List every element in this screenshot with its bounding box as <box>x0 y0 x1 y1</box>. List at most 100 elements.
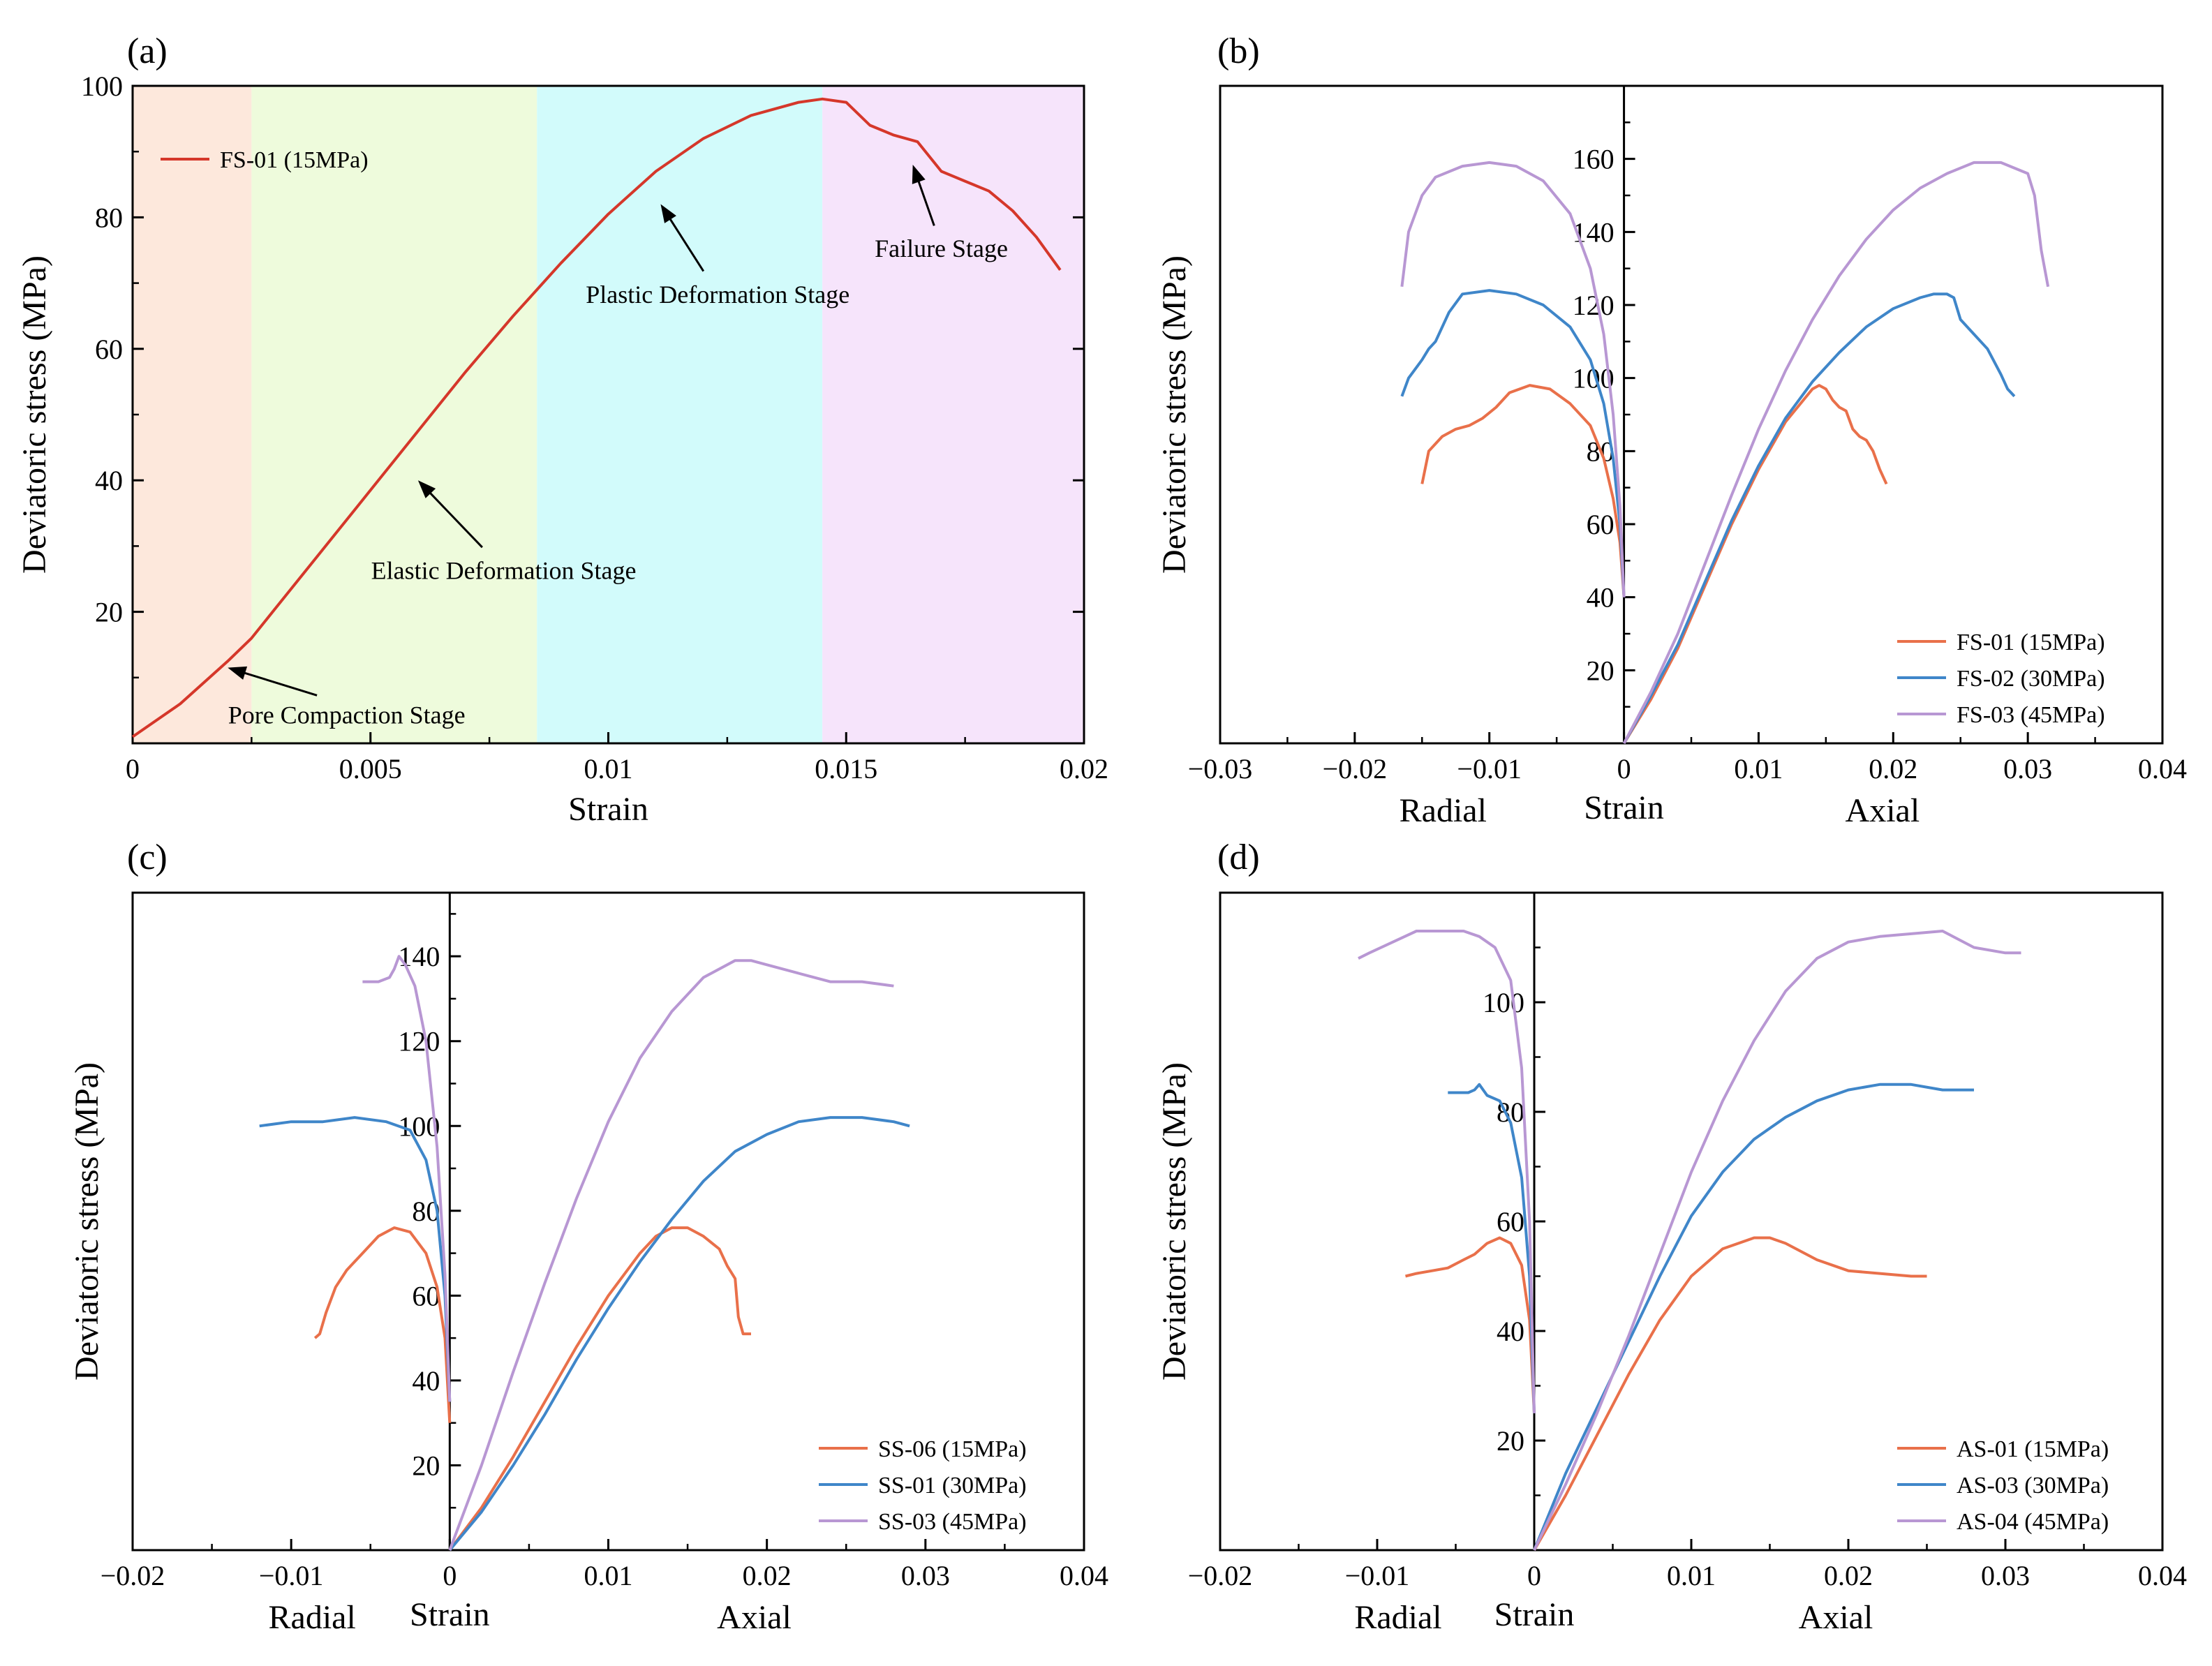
x-tick-label: −0.02 <box>101 1560 165 1591</box>
series-line-axial-2 <box>448 1116 910 1552</box>
series-line-radial-2 <box>1448 1083 1536 1413</box>
panel-label: (c) <box>127 838 168 877</box>
x-axis-title: Strain <box>1494 1596 1575 1633</box>
panel-label: (b) <box>1217 31 1260 71</box>
y-tick-label: 140 <box>398 941 440 972</box>
y-tick-label: 60 <box>1587 509 1615 540</box>
series-line-radial-3 <box>362 955 452 1402</box>
radial-label: Radial <box>1354 1599 1441 1636</box>
y-tick-label: 100 <box>81 70 123 102</box>
y-tick-label: 40 <box>1587 582 1615 613</box>
y-tick-label: 20 <box>1587 655 1615 686</box>
y-tick-label: 120 <box>398 1026 440 1057</box>
panel-d: −0.02 −0.01 0 0.01 0.02 0.03 0.0420406080100AS… <box>1156 838 2187 1636</box>
x-tick-label: 0.03 <box>1981 1560 2030 1591</box>
series-line-axial-1 <box>1622 384 1888 745</box>
x-tick-label: 0.02 <box>743 1560 792 1591</box>
x-tick-label: −0.02 <box>1188 1560 1253 1591</box>
x-tick-label: 0 <box>443 1560 456 1591</box>
x-tick-label: 0.01 <box>1734 753 1783 784</box>
x-tick-label: −0.01 <box>1457 753 1522 784</box>
annotation-label: Plastic Deformation Stage <box>586 281 849 308</box>
x-tick-label: 0.04 <box>2138 1560 2187 1591</box>
annotation-arrowhead <box>228 666 248 680</box>
annotation-label: Elastic Deformation Stage <box>371 557 637 585</box>
legend-label: FS-01 (15MPa) <box>1957 630 2105 655</box>
panel-label: (d) <box>1217 838 1260 877</box>
stage-band-3 <box>537 86 823 743</box>
series-line-radial-3 <box>1400 161 1626 597</box>
y-tick-label: 160 <box>1573 144 1615 175</box>
y-tick-label: 80 <box>95 202 123 233</box>
legend-label: SS-01 (30MPa) <box>878 1473 1027 1498</box>
x-tick-label: −0.01 <box>1345 1560 1410 1591</box>
annotation-arrowhead <box>912 165 926 184</box>
series-line-axial-1 <box>1533 1236 1927 1551</box>
panel-c: −0.02 −0.01 0 0.01 0.02 0.03 0.042040608010012… <box>68 838 1108 1636</box>
x-tick-label: 0.04 <box>2138 753 2187 784</box>
annotation-arrowhead <box>660 204 676 223</box>
x-tick-label: −0.03 <box>1188 753 1253 784</box>
x-tick-label: 0.02 <box>1060 753 1108 784</box>
annotation-label: Failure Stage <box>875 235 1008 262</box>
series-line-axial-3 <box>1622 161 2050 744</box>
x-axis-title: Strain <box>568 791 648 828</box>
series-line-axial-3 <box>448 959 894 1551</box>
y-axis-title: Deviatoric stress (MPa) <box>68 1062 105 1381</box>
annotation-label: Pore Compaction Stage <box>228 701 466 729</box>
series-line-radial-1 <box>1420 384 1626 597</box>
legend-label: SS-03 (45MPa) <box>878 1509 1027 1535</box>
legend-label: FS-01 (15MPa) <box>220 147 369 173</box>
radial-label: Radial <box>1400 792 1487 829</box>
series-line-axial-2 <box>1622 292 2016 744</box>
legend-label: FS-03 (45MPa) <box>1957 702 2105 728</box>
series-line-axial-3 <box>1533 930 2021 1551</box>
x-tick-label: 0.04 <box>1060 1560 1108 1591</box>
annotation-arrow <box>666 214 705 272</box>
panel-b: −0.03 −0.02 −0.01 0 0.01 0.02 0.03 0.0420406080… <box>1156 31 2187 829</box>
annotation-arrow <box>426 489 483 549</box>
y-tick-label: 140 <box>1573 216 1615 248</box>
y-axis-title: Deviatoric stress (MPa) <box>1156 1062 1193 1381</box>
y-tick-label: 100 <box>1483 987 1524 1018</box>
x-tick-label: 0 <box>126 753 140 784</box>
y-tick-label: 40 <box>412 1365 440 1397</box>
series-line-radial-1 <box>1405 1236 1536 1413</box>
stage-band-4 <box>822 86 1084 743</box>
x-tick-label: 0 <box>1617 753 1631 784</box>
x-tick-label: 0.005 <box>339 753 402 784</box>
x-tick-label: 0.02 <box>1824 1560 1873 1591</box>
legend-label: AS-01 (15MPa) <box>1957 1436 2109 1462</box>
y-tick-label: 20 <box>412 1450 440 1481</box>
series-line-radial-3 <box>1358 930 1536 1413</box>
y-tick-label: 40 <box>95 465 123 496</box>
x-tick-label: −0.01 <box>259 1560 324 1591</box>
annotation-arrow <box>239 670 318 697</box>
y-tick-label: 60 <box>1497 1206 1524 1237</box>
x-axis-title: Strain <box>1584 789 1664 826</box>
y-tick-label: 20 <box>1497 1425 1524 1457</box>
legend-label: SS-06 (15MPa) <box>878 1436 1027 1462</box>
x-tick-label: 0 <box>1527 1560 1541 1591</box>
series-line-radial-2 <box>1400 289 1626 597</box>
series-line-axial-1 <box>131 97 1062 738</box>
x-axis-title: Strain <box>410 1596 490 1633</box>
annotation-arrow <box>916 176 935 226</box>
series-line-radial-2 <box>259 1116 452 1402</box>
axial-label: Axial <box>1799 1599 1873 1636</box>
series-line-axial-1 <box>448 1226 751 1552</box>
y-tick-label: 20 <box>95 597 123 628</box>
x-tick-label: 0.01 <box>584 753 633 784</box>
axial-label: Axial <box>717 1599 792 1636</box>
stage-band-1 <box>133 86 252 743</box>
panel-a: 0 0.005 0.01 0.015 0.02 20 40 60 80 100 Pore Compa… <box>16 31 1108 828</box>
legend-label: AS-04 (45MPa) <box>1957 1509 2109 1535</box>
x-tick-label: 0.01 <box>1667 1560 1716 1591</box>
radial-label: Radial <box>269 1599 356 1636</box>
x-tick-label: 0.03 <box>901 1560 950 1591</box>
panel-label: (a) <box>127 31 168 71</box>
y-axis-title: Deviatoric stress (MPa) <box>16 255 53 574</box>
axial-label: Axial <box>1846 792 1920 829</box>
y-tick-label: 60 <box>95 334 123 365</box>
